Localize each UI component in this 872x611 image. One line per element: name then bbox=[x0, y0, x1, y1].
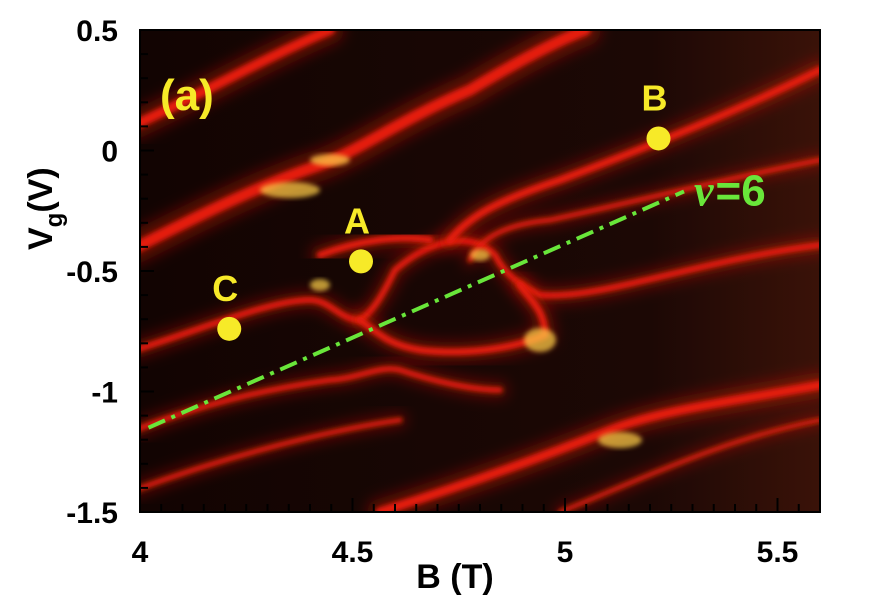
y-axis-title: Vg(V) bbox=[22, 167, 68, 250]
point-c-label: C bbox=[212, 268, 238, 309]
chart-overlay: ν=6 A B C (a) bbox=[147, 71, 766, 430]
y-axis-title-unit: (V) bbox=[22, 167, 60, 212]
trace-highlight-2 bbox=[524, 328, 556, 352]
y-axis-title-sub: g bbox=[41, 213, 68, 228]
panel-label: (a) bbox=[160, 71, 214, 120]
filling-factor-line bbox=[147, 189, 685, 430]
x-tick-label: 4.5 bbox=[332, 536, 374, 569]
trace-line-5 bbox=[446, 66, 820, 244]
trace-line-9 bbox=[375, 380, 820, 512]
trace-line-1 bbox=[140, 30, 591, 252]
trace-line-6 bbox=[467, 157, 820, 263]
point-c-marker bbox=[217, 316, 242, 341]
chart-axes: 4 4.5 5 5.5 0.5 0 -0.5 -1 -1.5 B (T) Vg(V) bbox=[22, 15, 821, 596]
x-tick-label: 5 bbox=[557, 536, 574, 569]
y-tick-label: -1 bbox=[91, 377, 118, 410]
trace-line-0 bbox=[140, 30, 335, 129]
y-tick-label: -0.5 bbox=[66, 256, 118, 289]
trace-line-7 bbox=[140, 366, 503, 432]
nu-value: =6 bbox=[716, 166, 766, 215]
filling-factor-label: ν=6 bbox=[694, 166, 766, 215]
x-tick-label: 5.5 bbox=[757, 536, 799, 569]
point-a-marker bbox=[349, 249, 373, 274]
trace-highlight-3 bbox=[310, 279, 330, 291]
trace-line-3 bbox=[316, 234, 434, 259]
x-tick-label: 4 bbox=[132, 536, 149, 569]
trace-highlight-5 bbox=[598, 432, 642, 448]
point-b-label: B bbox=[642, 77, 668, 118]
point-b-marker bbox=[646, 126, 671, 151]
heatmap-traces bbox=[140, 30, 820, 512]
trace-line-2 bbox=[140, 237, 820, 352]
trace-highlight-4 bbox=[470, 249, 490, 261]
trace-line-4 bbox=[356, 281, 549, 356]
trace-line-8 bbox=[140, 417, 403, 491]
y-tick-label: -1.5 bbox=[66, 497, 118, 530]
trace-highlight-0 bbox=[260, 182, 320, 198]
y-tick-label: 0.5 bbox=[76, 15, 118, 48]
point-a-label: A bbox=[344, 200, 370, 241]
y-axis-title-main: V bbox=[22, 227, 60, 250]
x-axis-title: B (T) bbox=[416, 558, 493, 596]
nu-symbol: ν bbox=[694, 166, 714, 215]
y-tick-label: 0 bbox=[101, 136, 118, 169]
trace-line-10 bbox=[557, 417, 820, 512]
trace-highlight-1 bbox=[310, 154, 350, 166]
